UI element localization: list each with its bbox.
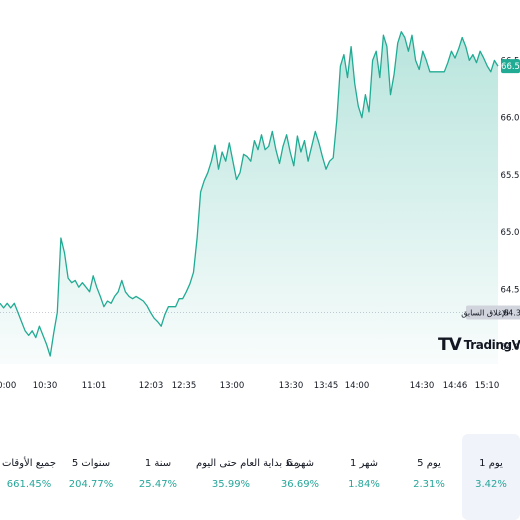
x-tick-label: 14:30 — [410, 381, 435, 391]
tradingview-logo-text: TradingView — [463, 338, 520, 352]
x-tick-label: 15:10 — [475, 381, 500, 391]
x-tick-label: 13:45 — [314, 381, 339, 391]
period-tab[interactable]: جميع الأوقات 661.45% — [0, 434, 58, 520]
previous-close-tag: الإغلاق السابق 64.3 — [461, 305, 520, 320]
period-tab-label: منذ بداية العام حتى اليوم — [196, 458, 299, 469]
period-tab-change: 36.69% — [280, 479, 320, 490]
period-tab[interactable]: منذ بداية العام حتى اليوم 35.99% — [196, 434, 299, 520]
price-area-fill — [0, 31, 498, 364]
period-tab[interactable]: 1 يوم 3.42% — [462, 434, 520, 520]
current-price-tag: 66.5 — [501, 59, 520, 74]
y-tick-label: 65.0 — [501, 228, 520, 238]
y-tick-label: 66.0 — [501, 114, 520, 124]
y-tick-label: 65.5 — [501, 171, 520, 181]
previous-close-label: الإغلاق السابق — [461, 308, 509, 318]
period-tab-change: 3.42% — [475, 479, 507, 490]
period-tab-change: 204.77% — [68, 479, 114, 490]
x-tick-label: 11:01 — [82, 381, 107, 391]
period-tab[interactable]: 5 سنوات 204.77% — [60, 434, 122, 520]
y-tick-label: 64.0 — [501, 343, 520, 353]
period-tab[interactable]: 1 سنة 25.47% — [124, 434, 192, 520]
period-tab-label: 1 يوم — [479, 458, 503, 469]
x-tick-label: 10:30 — [33, 381, 58, 391]
period-tab[interactable]: 1 شهر 1.84% — [333, 434, 395, 520]
x-tick-label: 13:00 — [220, 381, 245, 391]
tradingview-logo[interactable]: TV TradingView — [438, 334, 520, 356]
x-tick-label: 10:00 — [0, 381, 16, 391]
period-tab-change: 2.31% — [413, 479, 445, 490]
period-tab-label: 1 سنة — [144, 458, 172, 469]
x-tick-label: 14:46 — [443, 381, 468, 391]
period-tab-label: 1 شهر — [349, 458, 379, 469]
y-tick-label: 64.5 — [501, 286, 520, 296]
period-tab-change: 35.99% — [211, 479, 251, 490]
x-tick-label: 13:30 — [279, 381, 304, 391]
period-tab-change: 25.47% — [138, 479, 178, 490]
period-tab-change: 661.45% — [6, 479, 52, 490]
period-tab-label: 6 شهر — [285, 458, 315, 469]
current-price-label: 66.5 — [501, 62, 520, 72]
price-chart[interactable]: 64.0 64.5 65.0 65.5 66.0 66.5 10:00 10:30 11:01… — [0, 0, 520, 434]
tradingview-logo-icon: TV — [438, 335, 462, 355]
x-tick-label: 14:00 — [345, 381, 370, 391]
period-tab-label: جميع الأوقات — [1, 458, 57, 469]
period-tab-label: 5 يوم — [417, 458, 441, 469]
period-tab[interactable]: 5 يوم 2.31% — [398, 434, 460, 520]
previous-close-value: 64.3 — [503, 308, 520, 317]
period-tab-change: 1.84% — [348, 479, 380, 490]
period-tab-label: 5 سنوات — [71, 458, 111, 469]
x-tick-label: 12:03 — [139, 381, 164, 391]
x-axis: 10:00 10:30 11:01 12:03 12:35 13:00 13:30 13:45… — [0, 381, 499, 391]
performance-tabs: 1 يوم 3.42% 5 يوم 2.31% 1 شهر 1.84% 6 شهر 36.69… — [0, 434, 520, 520]
period-tab[interactable]: 6 شهر 36.69% — [269, 434, 331, 520]
x-tick-label: 12:35 — [172, 381, 197, 391]
price-line — [0, 31, 499, 357]
